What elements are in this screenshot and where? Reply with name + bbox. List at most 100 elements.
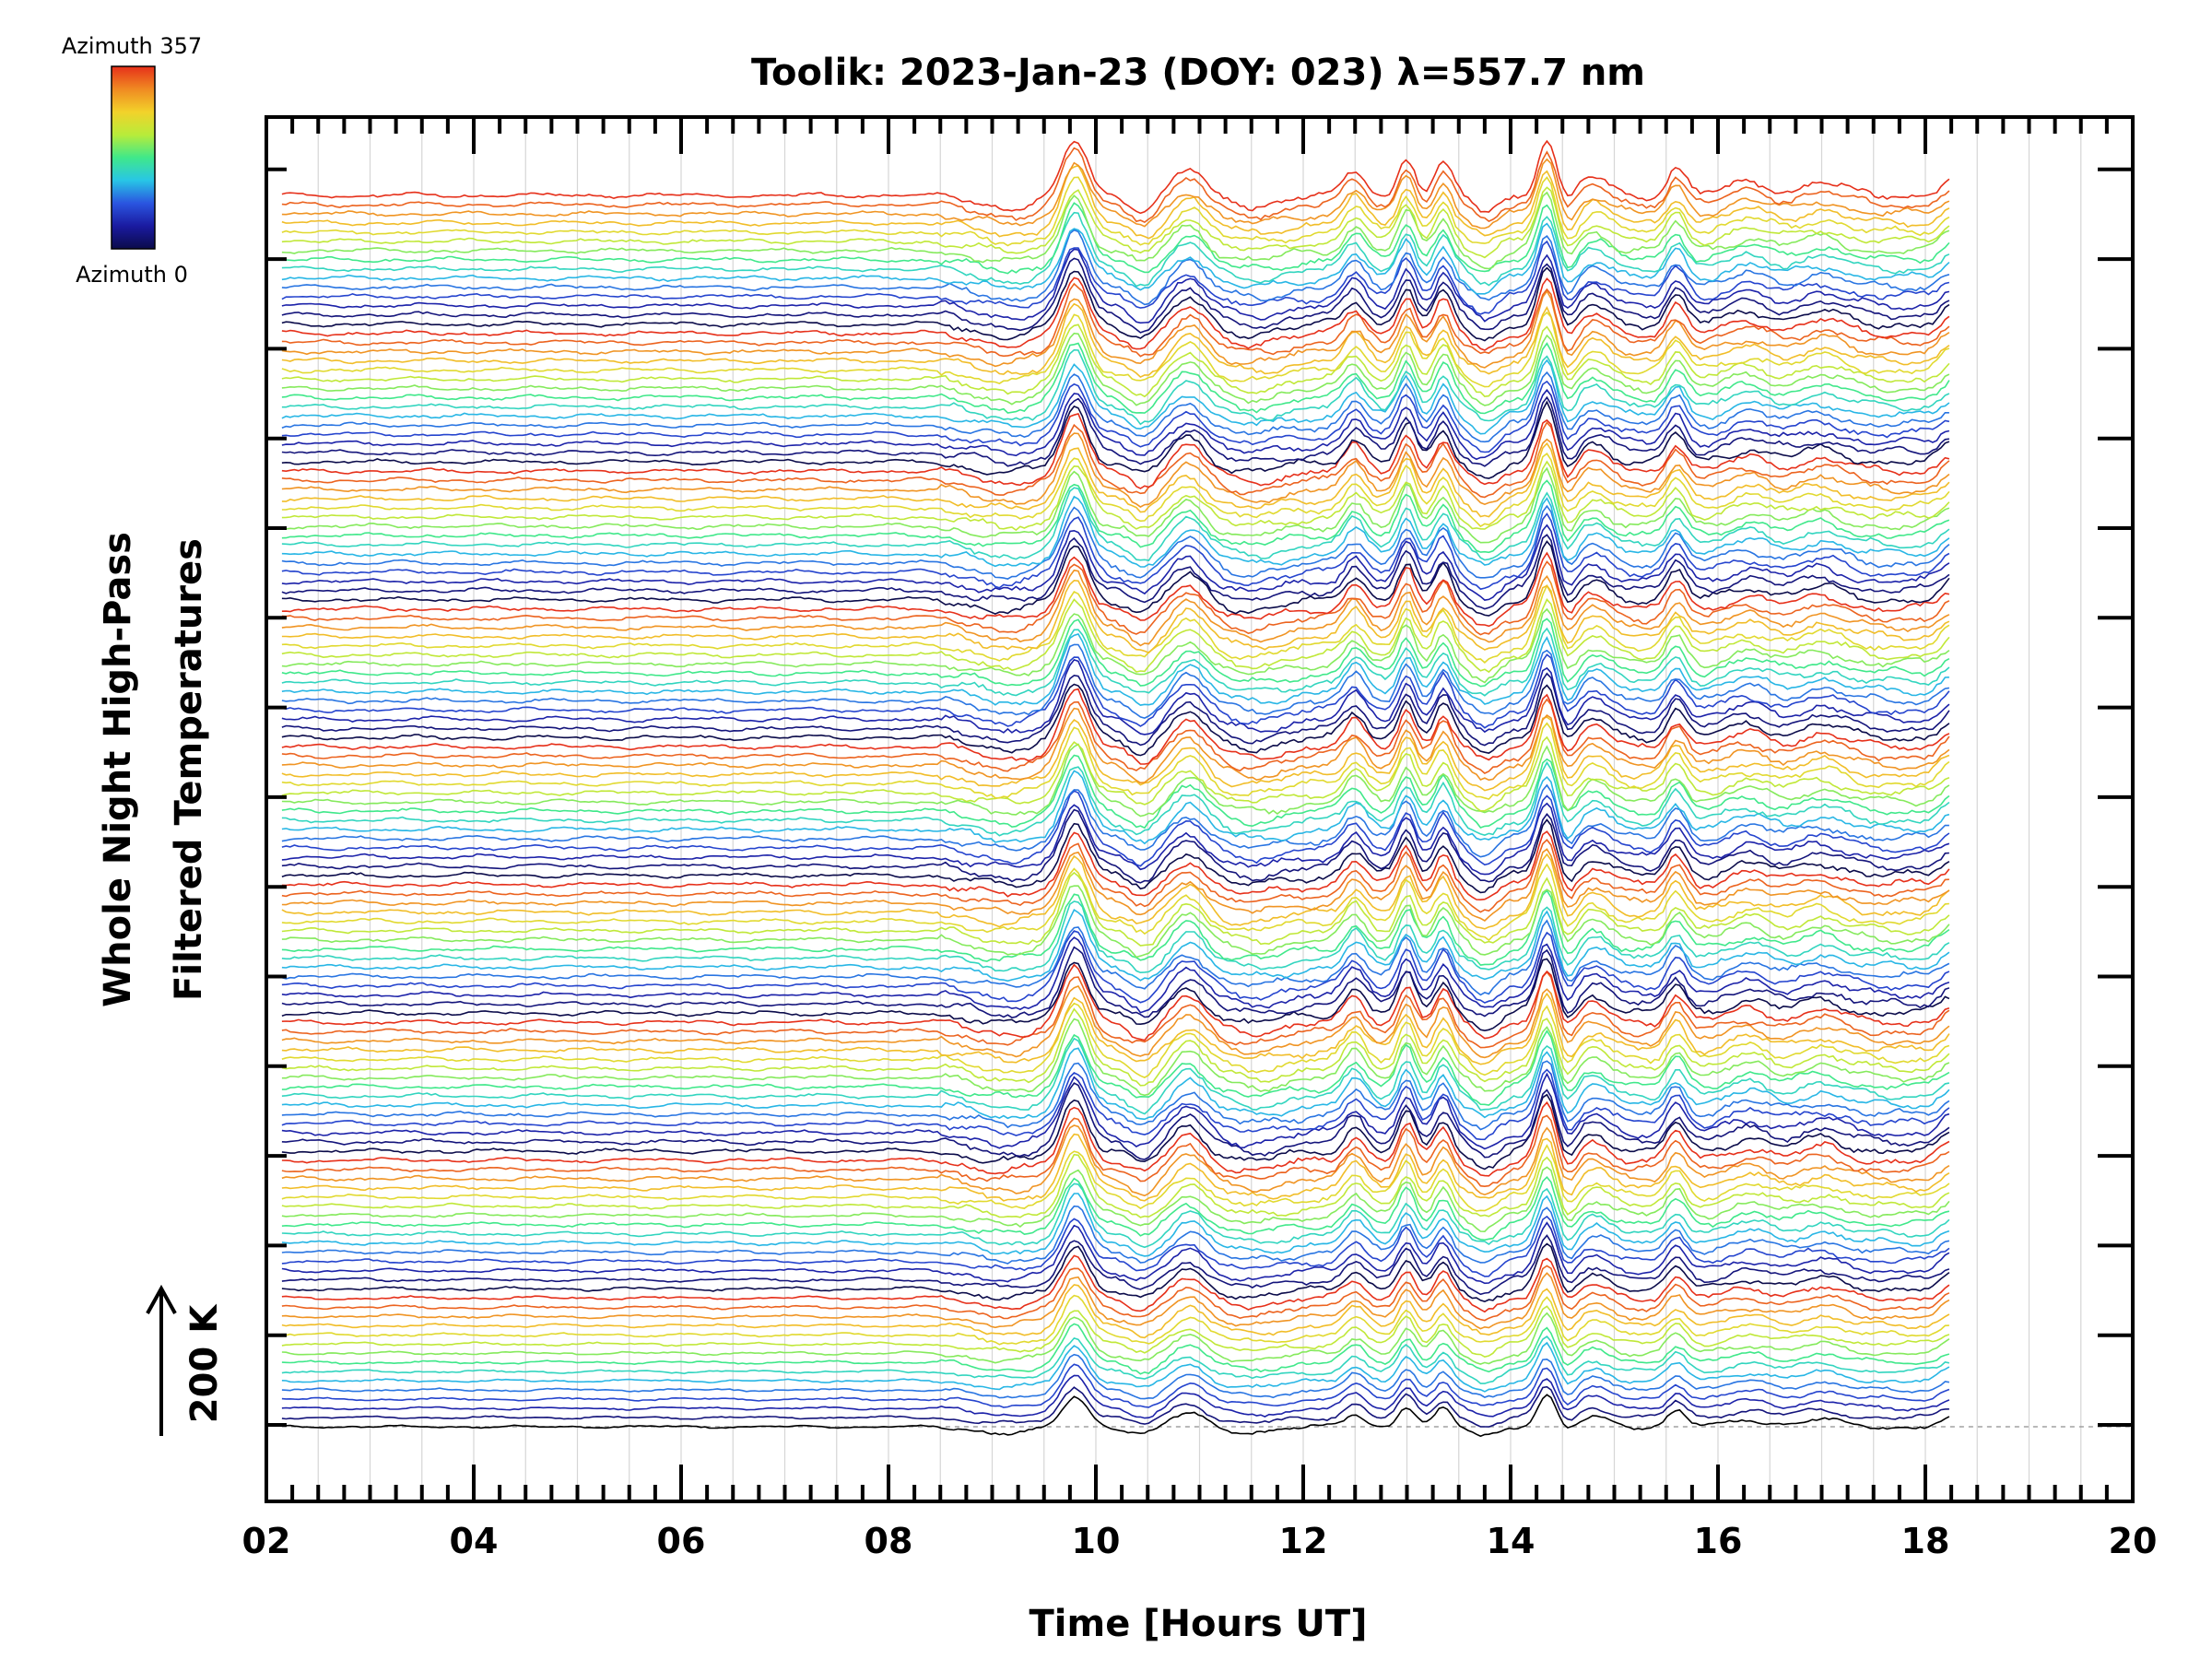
series-line bbox=[281, 958, 1950, 1032]
series-line bbox=[281, 839, 1949, 913]
series-line bbox=[281, 395, 1950, 467]
series-line bbox=[281, 1374, 1950, 1419]
series-line bbox=[281, 282, 1950, 358]
series-line bbox=[281, 930, 1950, 1004]
series-line bbox=[281, 1176, 1950, 1241]
scale-label: 200 K bbox=[183, 1303, 226, 1423]
series-line bbox=[281, 760, 1950, 837]
series-line bbox=[281, 754, 1950, 830]
series-line bbox=[281, 1166, 1950, 1233]
chart-title: Toolik: 2023-Jan-23 (DOY: 023) λ=557.7 n… bbox=[751, 52, 1645, 94]
x-tick-label: 18 bbox=[1901, 1521, 1950, 1561]
series-line bbox=[281, 1394, 1950, 1438]
series-line bbox=[281, 1294, 1949, 1346]
series-line bbox=[281, 790, 1950, 867]
series-line bbox=[281, 770, 1950, 845]
series-line bbox=[281, 441, 1950, 518]
series-line bbox=[281, 302, 1950, 379]
series-line bbox=[281, 139, 1950, 215]
series-line bbox=[281, 802, 1950, 876]
colorbar-top-label: Azimuth 357 bbox=[62, 33, 202, 59]
series-line bbox=[281, 992, 1950, 1065]
colorbar-gradient bbox=[111, 65, 156, 250]
series-line bbox=[281, 583, 1950, 664]
series-line bbox=[281, 1133, 1950, 1202]
series-line bbox=[281, 495, 1950, 568]
series-line bbox=[281, 191, 1950, 270]
series-line bbox=[281, 1068, 1950, 1141]
series-line bbox=[281, 371, 1949, 443]
series-line bbox=[281, 1353, 1950, 1400]
series-line bbox=[281, 222, 1950, 295]
series-line bbox=[281, 1341, 1950, 1393]
series-line bbox=[281, 348, 1950, 426]
series-line bbox=[281, 202, 1950, 275]
series-line bbox=[281, 380, 1950, 453]
series-line bbox=[281, 240, 1950, 315]
x-tick-label: 10 bbox=[1072, 1521, 1121, 1561]
series-line bbox=[281, 1335, 1950, 1384]
series-line bbox=[281, 1193, 1950, 1257]
series-line bbox=[281, 1323, 1950, 1375]
series-line bbox=[281, 524, 1950, 601]
series-group bbox=[281, 139, 1950, 1438]
series-line bbox=[281, 504, 1950, 580]
series-line bbox=[281, 479, 1950, 554]
y-axis-label-line1: Whole Night High-Pass bbox=[97, 532, 139, 1007]
series-line bbox=[281, 1305, 1950, 1359]
series-line bbox=[281, 359, 1950, 435]
series-line bbox=[281, 1030, 1950, 1106]
series-line bbox=[281, 1215, 1950, 1277]
series-line bbox=[281, 643, 1950, 719]
series-line bbox=[281, 289, 1950, 369]
series-line bbox=[281, 808, 1949, 884]
series-line bbox=[281, 985, 1950, 1059]
plot-frame bbox=[265, 115, 2135, 1503]
series-line bbox=[281, 1182, 1950, 1249]
series-line bbox=[281, 266, 1950, 342]
x-tick-labels: 02 04 06 08 10 12 14 16 18 20 bbox=[242, 1521, 2158, 1561]
series-line bbox=[281, 1265, 1950, 1322]
series-line bbox=[281, 1254, 1950, 1313]
series-line bbox=[281, 1100, 1950, 1177]
series-line bbox=[281, 551, 1950, 628]
series-line bbox=[281, 633, 1949, 706]
series-line bbox=[281, 1205, 1950, 1265]
colorbar-bottom-label: Azimuth 0 bbox=[76, 262, 188, 288]
series-line bbox=[281, 971, 1950, 1049]
series-line bbox=[281, 963, 1950, 1041]
series-line bbox=[281, 830, 1950, 901]
series-line bbox=[281, 653, 1950, 729]
series-line bbox=[281, 900, 1950, 974]
series-line bbox=[281, 512, 1950, 591]
series-line bbox=[281, 848, 1950, 922]
series-line bbox=[281, 421, 1950, 499]
x-tick-label: 04 bbox=[450, 1521, 499, 1561]
series-line bbox=[281, 186, 1950, 259]
series-line bbox=[281, 432, 1950, 508]
series-line bbox=[281, 540, 1950, 617]
series-line bbox=[281, 707, 1950, 784]
series-line bbox=[281, 1363, 1950, 1408]
y-axis-label-line2: Filtered Temperatures bbox=[168, 538, 210, 1001]
series-line bbox=[281, 607, 1950, 684]
x-tick-label: 16 bbox=[1694, 1521, 1743, 1561]
x-axis-label: Time [Hours UT] bbox=[1030, 1603, 1368, 1645]
series-line bbox=[281, 460, 1950, 532]
series-line bbox=[281, 1072, 1950, 1150]
series-line bbox=[281, 885, 1950, 959]
series-line bbox=[281, 818, 1950, 894]
series-line bbox=[281, 672, 1950, 747]
series-line bbox=[281, 1007, 1950, 1087]
series-line bbox=[281, 1242, 1950, 1303]
x-tick-label: 02 bbox=[242, 1521, 291, 1561]
x-tick-label: 14 bbox=[1487, 1521, 1535, 1561]
series-line bbox=[281, 688, 1950, 765]
series-line bbox=[281, 569, 1950, 647]
series-line bbox=[281, 388, 1950, 461]
series-line bbox=[281, 229, 1950, 306]
grid bbox=[317, 117, 2082, 1501]
series-line bbox=[281, 248, 1950, 324]
series-line bbox=[281, 936, 1950, 1014]
